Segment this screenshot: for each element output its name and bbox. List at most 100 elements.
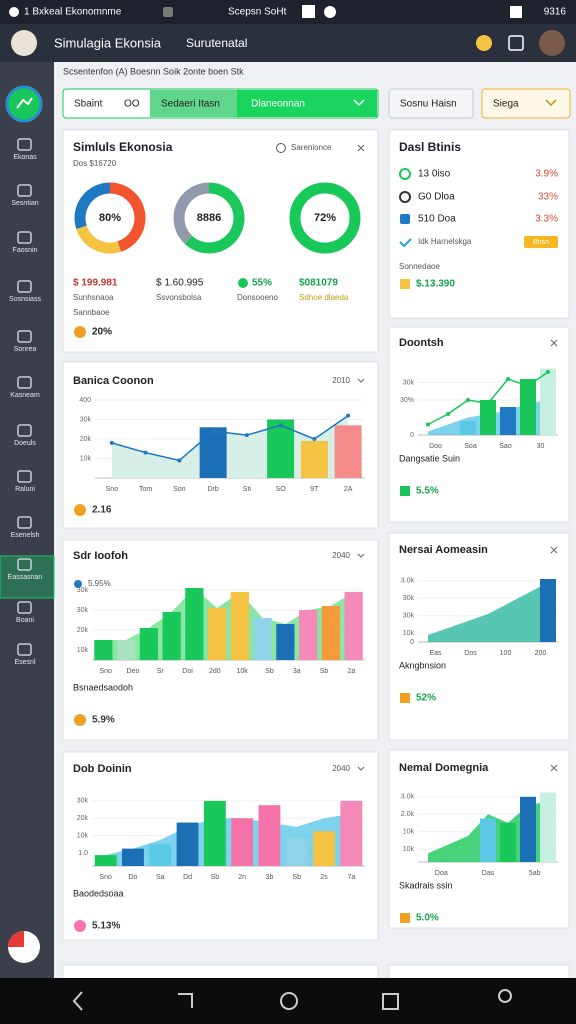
item-icon bbox=[399, 191, 411, 203]
chart-year: 2010 bbox=[332, 376, 350, 385]
footer-value: 5.5% bbox=[416, 486, 439, 497]
footer-label: Akngbnsion bbox=[399, 660, 446, 670]
note: Sonnedaoe bbox=[399, 262, 440, 271]
sidebar-icon[interactable] bbox=[17, 231, 32, 244]
tab: Dlaneonnan bbox=[251, 99, 305, 110]
avatar[interactable] bbox=[11, 30, 37, 56]
sidebar-icon[interactable] bbox=[17, 601, 32, 614]
sidebar-icon[interactable] bbox=[17, 138, 32, 151]
button[interactable] bbox=[481, 88, 571, 119]
y-tick-label: 10k bbox=[403, 846, 415, 853]
menu-nav[interactable] bbox=[498, 989, 512, 1003]
bar bbox=[199, 427, 227, 478]
bar bbox=[94, 855, 117, 866]
item-icon bbox=[399, 238, 412, 248]
home-button[interactable] bbox=[508, 35, 524, 51]
x-tick-label: 30 bbox=[537, 443, 545, 450]
bar bbox=[149, 844, 172, 866]
bar bbox=[540, 368, 556, 435]
badge-icon bbox=[74, 920, 86, 932]
card-footer: Sannbaoe bbox=[73, 308, 110, 317]
tab-active[interactable] bbox=[150, 90, 237, 117]
tab-dropdown[interactable] bbox=[237, 90, 377, 117]
notification-button[interactable] bbox=[476, 35, 492, 51]
logo-icon bbox=[16, 97, 33, 109]
chart-title: Banica Coonon bbox=[73, 375, 154, 387]
list-label: 510 Doa bbox=[418, 214, 456, 225]
bar bbox=[500, 407, 516, 435]
x-tick-label: 100 bbox=[500, 650, 512, 657]
y-tick-label: 30k bbox=[403, 613, 415, 620]
sidebar-label: Doeuls bbox=[14, 440, 36, 447]
donut-label: 80% bbox=[99, 212, 121, 224]
line-point bbox=[446, 412, 450, 416]
card-title: Dasl Btinis bbox=[399, 140, 461, 154]
footer-label: Baodedsoaa bbox=[73, 888, 124, 898]
app-title: Simulagia Ekonsia bbox=[54, 35, 162, 50]
sidebar-icon[interactable] bbox=[17, 516, 32, 529]
x-tick-label: Sa bbox=[156, 874, 165, 881]
bar bbox=[203, 800, 226, 866]
x-tick-label: Drb bbox=[207, 486, 218, 493]
bar bbox=[176, 822, 199, 866]
line-point bbox=[278, 423, 283, 428]
chart-title: Doontsh bbox=[399, 337, 444, 349]
sidebar-icon[interactable] bbox=[17, 280, 32, 293]
close-icon[interactable] bbox=[550, 339, 558, 347]
bar bbox=[299, 610, 318, 660]
fab-icon bbox=[8, 931, 24, 947]
x-tick-label: Tom bbox=[139, 486, 152, 493]
bar bbox=[276, 624, 295, 660]
sidebar-icon[interactable] bbox=[17, 184, 32, 197]
amount: $081079 bbox=[299, 278, 338, 289]
sidebar-icon[interactable] bbox=[17, 470, 32, 483]
button[interactable] bbox=[388, 88, 474, 119]
y-tick-label: 30k bbox=[403, 595, 415, 602]
close-icon[interactable] bbox=[550, 546, 558, 554]
sidebar-icon[interactable] bbox=[17, 643, 32, 656]
home-nav[interactable] bbox=[280, 992, 298, 1010]
y-tick-label: 10k bbox=[80, 455, 92, 462]
card-title: Simluls Ekonosia bbox=[73, 140, 173, 154]
tab[interactable]: Sbaint bbox=[74, 99, 103, 110]
sidebar-logo[interactable] bbox=[5, 85, 43, 123]
bar bbox=[313, 831, 335, 866]
badge-icon bbox=[74, 326, 86, 338]
x-tick-label: 7a bbox=[347, 874, 355, 881]
recent-button[interactable] bbox=[178, 993, 193, 1008]
close-icon[interactable] bbox=[550, 764, 558, 772]
sidebar bbox=[0, 62, 54, 978]
bar bbox=[520, 796, 536, 862]
line-point bbox=[244, 433, 249, 438]
y-tick-label: 30k bbox=[80, 416, 92, 423]
item-icon bbox=[399, 168, 411, 180]
back-button[interactable] bbox=[72, 991, 83, 1011]
chevron bbox=[357, 378, 365, 383]
sidebar-icon[interactable] bbox=[17, 330, 32, 343]
x-tick-label: 3b bbox=[266, 874, 274, 881]
x-tick-label: Son bbox=[173, 486, 186, 493]
sidebar-icon[interactable] bbox=[17, 558, 32, 571]
legend-dot bbox=[74, 580, 82, 588]
profile-avatar[interactable] bbox=[539, 30, 565, 56]
badge-icon bbox=[400, 279, 410, 289]
donut-segment bbox=[76, 225, 121, 254]
x-tick-label: 2s bbox=[320, 874, 328, 881]
square-nav[interactable] bbox=[382, 993, 399, 1010]
x-tick-label: Sno bbox=[99, 874, 112, 881]
x-tick-label: 2a bbox=[347, 668, 355, 675]
radio[interactable] bbox=[276, 143, 286, 153]
bar bbox=[300, 440, 328, 478]
sidebar-icon[interactable] bbox=[17, 376, 32, 389]
x-tick-label: Soa bbox=[464, 443, 477, 450]
y-tick-label: 400 bbox=[79, 397, 91, 404]
y-tick-label: 0 bbox=[410, 432, 414, 439]
bar bbox=[480, 818, 496, 862]
close-icon[interactable] bbox=[357, 144, 365, 152]
chevron bbox=[545, 99, 557, 107]
sidebar-icon[interactable] bbox=[17, 424, 32, 437]
y-tick-label: 0 bbox=[410, 639, 414, 646]
donut-segment bbox=[184, 182, 245, 254]
bar bbox=[139, 628, 158, 660]
